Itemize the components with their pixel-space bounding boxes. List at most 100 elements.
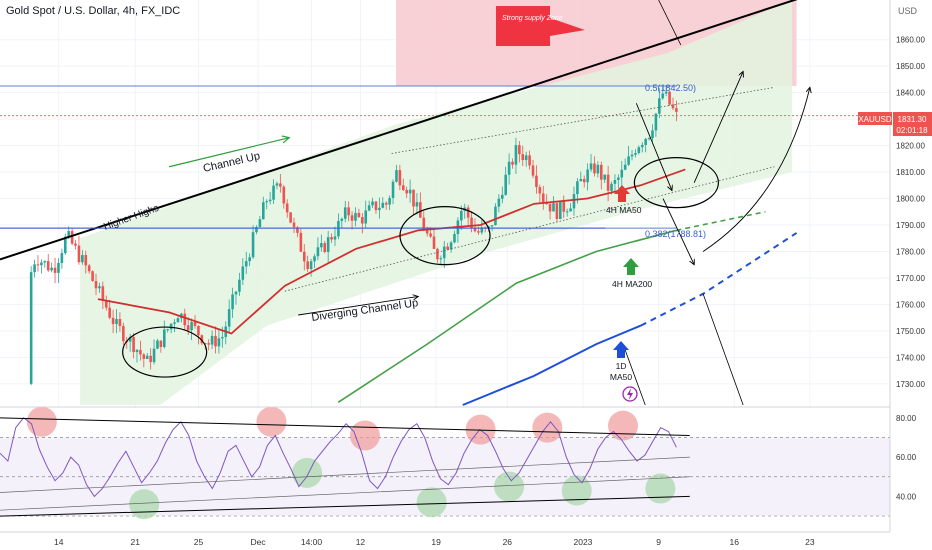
candle-body [203, 343, 207, 345]
candle-body [221, 336, 224, 339]
candle-body [617, 177, 620, 180]
candle-body [217, 338, 221, 347]
candle-body [603, 174, 607, 180]
last-price: 1831.30 [898, 115, 927, 124]
candle-body [572, 194, 576, 209]
candle-body [152, 348, 156, 363]
candle-body [384, 202, 388, 205]
candle-body [193, 322, 197, 326]
candle-body [562, 201, 566, 212]
y-tick-label: 1760.00 [896, 300, 925, 309]
zones [0, 0, 890, 405]
candle-body [354, 212, 357, 221]
y-tick-label: 1730.00 [896, 380, 925, 389]
candle-body [139, 349, 142, 355]
ma50-1d-label-line1: 1D [616, 361, 627, 371]
channel-zone [80, 0, 793, 405]
candle-body [644, 138, 647, 146]
candle-body [378, 207, 381, 211]
candle-body [569, 208, 572, 212]
candle-body [162, 329, 166, 347]
candle-body [610, 183, 613, 191]
candle-body [166, 329, 170, 331]
candle-body [330, 237, 333, 240]
candle-body [40, 262, 43, 266]
candle-body [623, 164, 627, 170]
projection-arrow-up [693, 71, 743, 183]
candle-body [658, 98, 661, 114]
candle-body [675, 108, 678, 112]
x-tick-label: 21 [131, 537, 141, 547]
rsi-oversold-marker [645, 473, 676, 504]
bar-countdown: 02:01:18 [896, 126, 928, 135]
highlight-ellipse [122, 326, 208, 378]
candle-body [490, 225, 494, 227]
candle-body [43, 261, 47, 263]
highlight-ellipse [399, 205, 491, 266]
candle-body [258, 219, 262, 228]
candle-body [460, 210, 463, 221]
candle-body [296, 227, 299, 233]
candle-body [207, 343, 210, 345]
candle-body [74, 243, 77, 246]
y-tick-label: 1770.00 [896, 274, 925, 283]
candle-body [272, 185, 275, 200]
candle-body [664, 91, 668, 94]
candle-body [425, 230, 429, 234]
candle-body [29, 272, 33, 384]
candle-body [613, 179, 617, 184]
rsi-oversold-marker [292, 457, 323, 488]
ma200-4h-projection [676, 210, 766, 232]
y-tick-label: 1860.00 [896, 36, 925, 45]
x-tick-label: 19 [431, 537, 441, 547]
candle-body [432, 236, 436, 249]
candle-body [81, 255, 84, 263]
candle-body [282, 186, 286, 204]
candle-body [620, 169, 624, 178]
candle-body [268, 199, 272, 202]
candle-body [238, 279, 241, 292]
rsi-channel-line [0, 476, 690, 511]
rsi-trendline [0, 495, 690, 517]
candle-body [630, 154, 634, 157]
candle-body [275, 183, 279, 186]
chart-title: Gold Spot / U.S. Dollar, 4h, FX_IDC [6, 5, 180, 17]
candle-body [429, 233, 432, 237]
candle-body [111, 317, 115, 325]
candle-body [538, 187, 542, 194]
supply-zone-label: Strong supply Zone [502, 15, 563, 22]
candle-body [234, 291, 238, 295]
ma50-4h-label: 4H MA50 [606, 205, 642, 215]
candle-body [364, 210, 368, 224]
candle-body [115, 318, 118, 325]
ma50-1d-marker [613, 341, 629, 358]
ma50-4h-line [97, 168, 686, 335]
fib-0382-label: 0.382(1788.81) [645, 229, 706, 239]
y-tick-label: 1740.00 [896, 353, 925, 362]
candle-body [449, 242, 453, 250]
candle-body [255, 227, 258, 233]
rsi-trendline [0, 417, 690, 437]
x-tick-label: 26 [503, 537, 513, 547]
candle-body [627, 156, 630, 165]
ma50-1d-label-line2: MA50 [610, 372, 632, 382]
rsi-oversold-marker [129, 489, 160, 520]
candle-body [401, 185, 405, 190]
candle-body [477, 231, 480, 233]
candle-body [200, 335, 204, 344]
rsi-oversold-marker [561, 475, 592, 506]
candle-body [559, 201, 562, 220]
rsi-overbought-marker [256, 406, 287, 437]
x-tick-label: 25 [194, 537, 204, 547]
candle-body [302, 251, 306, 262]
candle-body [637, 147, 641, 153]
candle-body [84, 255, 88, 266]
candle-body [159, 340, 163, 347]
candle-body [279, 183, 282, 187]
candle-body [439, 258, 443, 260]
y-tick-label: 1810.00 [896, 168, 925, 177]
candle-body [453, 234, 456, 243]
candle-body [524, 155, 528, 161]
candle-body [446, 246, 449, 250]
candle-body [528, 155, 531, 166]
